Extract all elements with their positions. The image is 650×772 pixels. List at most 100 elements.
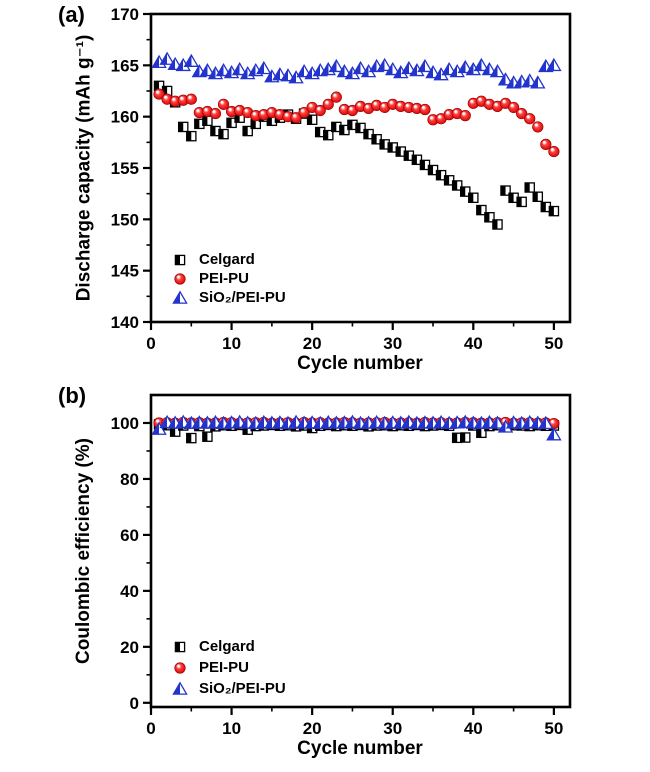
- sphere-legend-marker: [174, 661, 186, 674]
- legend-item-sio2-pei-pu: SiO₂/PEI-PU: [170, 288, 286, 307]
- celgard-point: [218, 128, 229, 140]
- half-square-legend-marker: [174, 254, 186, 265]
- sio-pei-pu-point: [457, 59, 473, 74]
- celgard-point: [548, 205, 560, 217]
- x-tick-label: 40: [464, 719, 483, 738]
- celgard-point: [242, 125, 253, 137]
- sio-pei-pu-point: [376, 57, 393, 72]
- pei-pu-point: [524, 113, 536, 125]
- celgard-point: [492, 219, 503, 230]
- panel-a-x-axis-label: Cycle number: [297, 353, 423, 374]
- pei-pu-point: [548, 145, 560, 158]
- celgard-point: [202, 431, 213, 442]
- celgard-point: [484, 212, 495, 223]
- pei-pu-point: [507, 101, 520, 114]
- y-tick-label: 20: [120, 638, 139, 657]
- sio-pei-pu-point: [199, 62, 216, 77]
- pei-pu-point: [540, 138, 552, 150]
- sio-pei-pu-point: [256, 60, 272, 75]
- sio-pei-pu-point: [336, 64, 353, 78]
- pei-pu-point: [532, 121, 544, 133]
- y-tick-label: 100: [111, 414, 139, 433]
- sio-pei-pu-point: [538, 415, 554, 430]
- y-tick-label: 0: [130, 694, 139, 713]
- sio-pei-pu-point: [231, 61, 248, 76]
- celgard-point: [459, 432, 471, 443]
- legend-item-celgard: Celgard: [170, 250, 286, 269]
- pei-pu-point: [209, 107, 222, 120]
- sio-pei-pu-point: [489, 415, 506, 429]
- x-tick-label: 50: [544, 334, 563, 353]
- sphere-legend-marker: [174, 272, 186, 285]
- y-tick-label: 40: [120, 582, 139, 601]
- sio-pei-pu-point: [384, 61, 401, 76]
- celgard-point: [532, 191, 544, 202]
- celgard-point: [516, 196, 527, 208]
- x-tick-label: 20: [303, 334, 322, 353]
- sio-pei-pu-point: [530, 75, 546, 89]
- sio-pei-pu-point: [401, 60, 417, 75]
- sio-pei-pu-point: [280, 68, 296, 82]
- x-tick-label: 30: [383, 719, 402, 738]
- legend-item-sio2-pei-pu: SiO₂/PEI-PU: [170, 678, 286, 699]
- legend-label: PEI-PU: [199, 270, 250, 287]
- y-tick-label: 140: [111, 313, 139, 332]
- x-tick-label: 50: [544, 719, 563, 738]
- legend-label: SiO₂/PEI-PU: [199, 680, 286, 697]
- blue-triangle-icon: [172, 681, 188, 695]
- panel-a-legend: Celgard PEI-PU SiO₂/PEI-PU: [170, 250, 286, 307]
- pei-pu-point: [419, 103, 431, 116]
- celgard-point: [459, 186, 471, 197]
- x-tick-label: 0: [146, 719, 155, 738]
- pei-pu-point: [516, 107, 528, 120]
- panel-b-y-axis-label: Coulombic efficiency (%): [73, 438, 94, 664]
- celgard-point: [186, 432, 197, 444]
- celgard-point: [500, 185, 511, 196]
- red-sphere-icon: [174, 661, 186, 674]
- celgard-point: [355, 122, 366, 134]
- pei-pu-point: [185, 93, 197, 105]
- half-triangle-legend-marker: [172, 290, 188, 304]
- plot-frame: [149, 393, 572, 709]
- sio-pei-pu-point: [489, 64, 506, 78]
- pei-pu-point: [153, 88, 165, 100]
- sio-pei-pu-point: [151, 421, 167, 435]
- pei-pu-point: [459, 110, 471, 122]
- celgard-point: [468, 192, 479, 204]
- sio-pei-pu-point: [417, 58, 433, 73]
- celgard-point: [323, 129, 334, 141]
- pei-pu-point: [314, 104, 326, 117]
- sio-pei-pu-point: [425, 65, 441, 79]
- x-tick-label: 20: [303, 719, 322, 738]
- sio-pei-pu-point: [481, 61, 498, 76]
- x-tick-label: 0: [146, 334, 155, 353]
- legend-label: PEI-PU: [199, 659, 250, 676]
- sio-pei-pu-point: [497, 72, 514, 86]
- celgard-point: [451, 180, 463, 191]
- sio-pei-pu-point: [521, 73, 538, 87]
- pei-pu-point: [330, 91, 342, 103]
- sio-pei-pu-point: [352, 60, 369, 75]
- sio-pei-pu-point: [473, 57, 490, 72]
- panel-b-label: (b): [58, 383, 87, 408]
- legend-item-pei-pu: PEI-PU: [170, 269, 286, 288]
- legend-label: SiO₂/PEI-PU: [199, 289, 286, 306]
- celgard-point: [186, 130, 197, 142]
- sio-pei-pu-point: [296, 64, 312, 78]
- sio-pei-pu-point: [546, 57, 562, 72]
- legend-label: Celgard: [199, 251, 255, 268]
- y-tick-label: 60: [120, 526, 139, 545]
- sio-pei-pu-point: [328, 58, 345, 73]
- celgard-point: [476, 204, 487, 216]
- y-tick-label: 145: [111, 262, 139, 281]
- y-tick-label: 150: [111, 210, 139, 229]
- y-tick-label: 80: [120, 470, 139, 489]
- sio-pei-pu-point: [159, 51, 175, 65]
- pei-pu-point: [298, 106, 310, 119]
- sio-pei-pu-point: [441, 61, 457, 76]
- panel-b-x-axis-label: Cycle number: [297, 738, 423, 759]
- half-square-legend-marker: [174, 641, 186, 652]
- y-tick-label: 160: [111, 108, 139, 127]
